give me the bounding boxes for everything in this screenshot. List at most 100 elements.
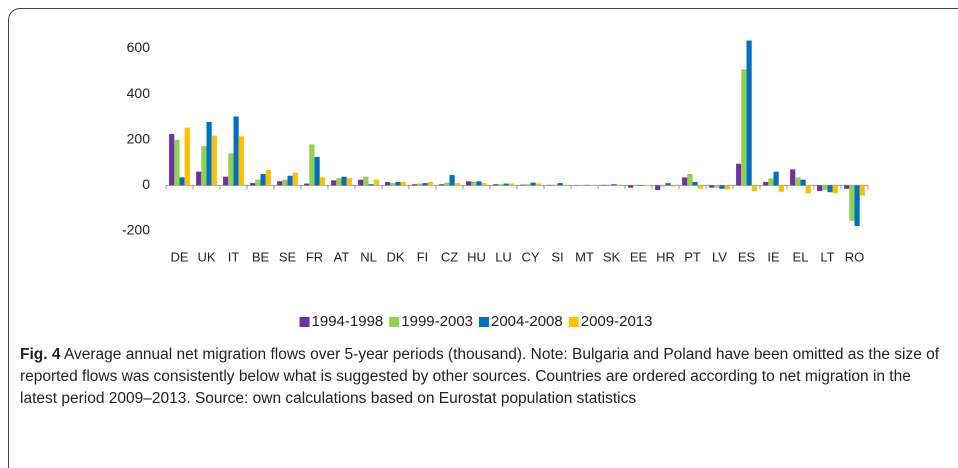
x-tick-label: LV <box>712 249 727 264</box>
bar <box>817 185 822 191</box>
bar <box>628 185 633 187</box>
y-tick-label: 600 <box>127 39 151 55</box>
bar <box>558 183 563 185</box>
x-tick-label: HU <box>467 249 486 264</box>
bar <box>423 183 428 185</box>
caption: Fig. 4 Average annual net migration flow… <box>20 344 940 410</box>
x-tick-label: MT <box>575 249 594 264</box>
x-tick-label: SE <box>279 249 297 264</box>
y-tick-label: -200 <box>122 222 150 238</box>
x-tick-label: RO <box>845 249 865 264</box>
bar <box>401 182 406 185</box>
bar <box>201 146 206 185</box>
x-tick-label: SI <box>551 249 563 264</box>
bar <box>531 183 536 186</box>
bar <box>417 184 422 186</box>
legend-label: 1999-2003 <box>401 313 473 330</box>
bar <box>169 134 174 185</box>
bar <box>779 185 784 191</box>
bar <box>277 181 282 185</box>
bar <box>617 185 622 186</box>
x-tick-label: FR <box>306 249 323 264</box>
bar <box>450 175 455 185</box>
bar <box>822 185 827 190</box>
caption-label: Fig. 4 <box>20 346 60 363</box>
bar <box>849 185 854 220</box>
bar <box>288 176 293 186</box>
bar <box>180 177 185 185</box>
bar <box>466 181 471 185</box>
bar <box>741 69 746 185</box>
bar <box>563 185 568 186</box>
bar <box>185 128 190 186</box>
bar <box>255 180 260 186</box>
bar <box>223 177 228 186</box>
bar <box>228 153 233 185</box>
bar <box>309 144 314 185</box>
x-tick-label: IT <box>228 249 240 264</box>
legend-swatch <box>479 317 489 327</box>
x-tick-label: EL <box>793 249 809 264</box>
x-tick-label: CY <box>521 249 539 264</box>
bar <box>698 185 703 188</box>
bar <box>720 185 725 188</box>
bar <box>612 184 617 185</box>
y-tick-label: 200 <box>127 130 151 146</box>
bar <box>671 185 676 186</box>
bar <box>266 170 271 186</box>
bar <box>833 185 838 193</box>
bar <box>498 184 503 185</box>
x-tick-label: DK <box>386 249 404 264</box>
x-tick-label: ES <box>738 249 756 264</box>
bar <box>207 122 212 185</box>
bar <box>509 184 514 186</box>
x-tick-label: DE <box>170 249 188 264</box>
bar <box>212 136 217 186</box>
bar <box>369 184 374 185</box>
bar <box>282 180 287 186</box>
bar <box>660 185 665 186</box>
bar <box>763 182 768 185</box>
bar <box>747 41 752 186</box>
legend-swatch <box>389 317 399 327</box>
x-tick-label: FI <box>417 249 429 264</box>
bar <box>633 185 638 186</box>
bar <box>682 177 687 185</box>
bar <box>293 173 298 186</box>
bar <box>725 185 730 189</box>
x-tick-label: CZ <box>441 249 458 264</box>
x-tick-label: UK <box>197 249 215 264</box>
bar <box>412 184 417 185</box>
bar <box>342 177 347 186</box>
bar <box>666 183 671 185</box>
bar <box>655 185 660 190</box>
bar <box>774 172 779 186</box>
bar <box>828 185 833 192</box>
bar <box>390 183 395 185</box>
bar <box>644 185 649 186</box>
y-tick-label: 400 <box>127 85 151 101</box>
bar <box>693 182 698 185</box>
bar <box>444 183 449 186</box>
bar <box>261 174 266 185</box>
bar <box>428 182 433 185</box>
y-tick-label: 0 <box>142 176 150 192</box>
bar <box>239 136 244 185</box>
bar <box>493 184 498 185</box>
bar <box>525 184 530 185</box>
bar <box>801 180 806 186</box>
x-tick-label: LT <box>820 249 834 264</box>
bar <box>374 180 379 186</box>
x-tick-label: NL <box>360 249 377 264</box>
x-tick-label: AT <box>334 249 350 264</box>
legend-label: 2004-2008 <box>491 313 563 330</box>
bar <box>315 157 320 186</box>
legend-label: 1994-1998 <box>312 313 384 330</box>
bar <box>790 169 795 185</box>
bar <box>520 185 525 186</box>
bar <box>363 177 368 186</box>
x-tick-label: LU <box>495 249 512 264</box>
bar <box>844 185 849 188</box>
